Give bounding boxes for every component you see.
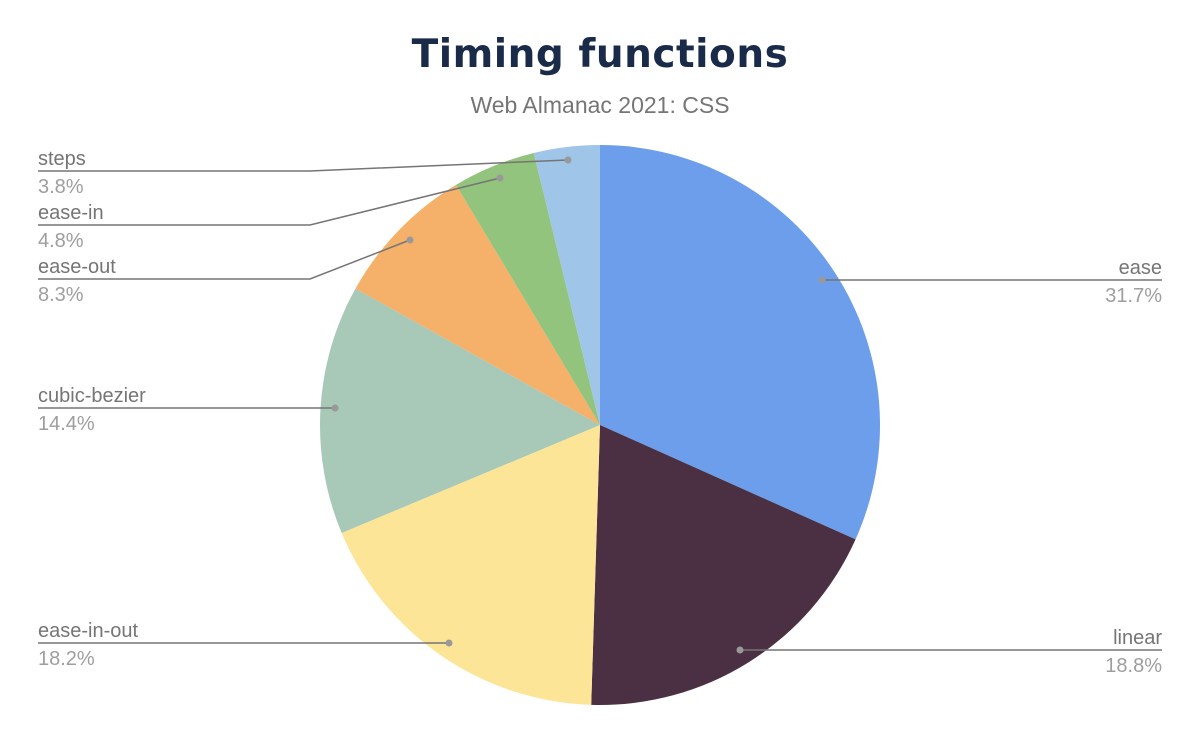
- leader-line-steps: [38, 159, 569, 172]
- slice-label: ease: [1119, 257, 1162, 279]
- slice-label: ease-in: [38, 202, 104, 224]
- slice-label: linear: [1113, 627, 1162, 649]
- slice-value-label: 18.2%: [38, 648, 95, 670]
- pie-slice-ease-in-out: [341, 425, 600, 705]
- leader-dot-linear: [736, 646, 744, 654]
- leader-dot-ease: [818, 276, 826, 284]
- slice-label: ease-out: [38, 256, 116, 278]
- slice-value-label: 14.4%: [38, 413, 95, 435]
- chart-subtitle: Web Almanac 2021: CSS: [470, 92, 730, 118]
- pie-slice-steps: [533, 145, 600, 425]
- slice-value-label: 31.7%: [1105, 285, 1162, 307]
- slice-label: cubic-bezier: [38, 385, 146, 407]
- pie-slice-ease-out: [355, 184, 600, 425]
- slice-value-label: 18.8%: [1105, 655, 1162, 677]
- slice-value-label: 3.8%: [38, 176, 84, 198]
- pie-slice-ease-in: [455, 152, 600, 425]
- leader-dot-ease-in: [496, 174, 504, 182]
- pie-slice-cubic-bezier: [319, 288, 600, 533]
- leader-dot-steps: [564, 156, 572, 164]
- pie-slice-linear: [591, 425, 856, 705]
- leader-dot-ease-out: [406, 236, 414, 244]
- slice-label: steps: [38, 148, 86, 170]
- leader-dot-cubic-bezier: [331, 404, 339, 412]
- chart-title: Timing functions: [411, 32, 789, 77]
- slice-label: ease-in-out: [38, 620, 139, 642]
- slice-value-label: 8.3%: [38, 284, 84, 306]
- leader-line-ease-out: [38, 239, 411, 280]
- pie-slice-ease: [600, 145, 880, 540]
- leader-line-ease-in: [38, 177, 501, 226]
- leader-dot-ease-in-out: [445, 639, 453, 647]
- slice-value-label: 4.8%: [38, 230, 84, 252]
